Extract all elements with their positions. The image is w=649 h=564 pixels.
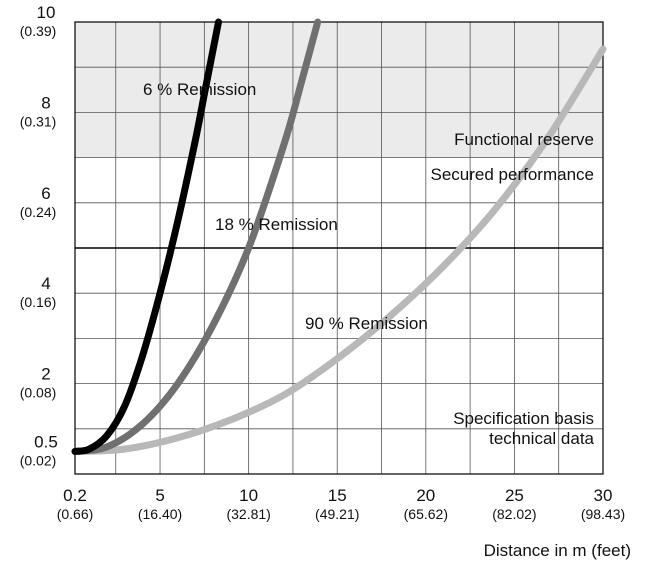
annotation-secured-performance: Secured performance [431, 165, 594, 184]
x-tick-label: 10 [239, 486, 258, 505]
y-tick-label: 2 [41, 365, 50, 384]
x-axis-title: Distance in m (feet) [484, 541, 631, 560]
x-tick-label: 25 [505, 486, 524, 505]
y-tick-sublabel: (0.31) [20, 113, 57, 129]
x-tick-label: 15 [328, 486, 347, 505]
y-tick-sublabel: (0.24) [20, 204, 57, 220]
y-tick-label: 6 [41, 184, 50, 203]
y-tick-label: 0.5 [34, 432, 58, 451]
x-tick-sublabel: (16.40) [138, 506, 182, 522]
x-tick-label: 5 [155, 486, 164, 505]
x-tick-sublabel: (49.21) [315, 506, 359, 522]
x-tick-sublabel: (82.02) [492, 506, 536, 522]
x-tick-label: 20 [416, 486, 435, 505]
y-tick-sublabel: (0.08) [20, 385, 57, 401]
y-tick-label: 8 [41, 93, 50, 112]
x-tick-sublabel: (65.62) [404, 506, 448, 522]
series-label-18: 18 % Remission [215, 215, 338, 234]
plot-frame [74, 21, 604, 475]
annotation-technical-data: technical data [489, 429, 594, 448]
y-tick-label: 10 [37, 3, 56, 22]
x-tick-labels: 0.2(0.66) 5(16.40) 10(32.81) 15(49.21) 20(65… [57, 486, 625, 522]
y-tick-sublabel: (0.16) [20, 294, 57, 310]
x-tick-sublabel: (0.66) [57, 506, 94, 522]
series-line-2 [71, 45, 607, 455]
band-functional-reserve [75, 22, 603, 158]
annotation-functional-reserve: Functional reserve [454, 130, 594, 149]
series-line-0 [71, 18, 222, 455]
y-tick-label: 4 [41, 274, 50, 293]
series-group [71, 18, 607, 455]
x-tick-sublabel: (32.81) [226, 506, 270, 522]
x-tick-label: 30 [594, 486, 613, 505]
series-line-1 [71, 18, 322, 455]
y-tick-sublabel: (0.02) [20, 452, 57, 468]
series-label-90: 90 % Remission [305, 314, 428, 333]
annotation-specification-basis: Specification basis [453, 409, 594, 428]
series-label-6: 6 % Remission [143, 80, 256, 99]
y-tick-labels: 0.5(0.02) 2(0.08) 4(0.16) 6(0.24) 8(0.31) 10(… [20, 3, 58, 468]
y-tick-sublabel: (0.39) [20, 23, 57, 39]
x-tick-sublabel: (98.43) [581, 506, 625, 522]
x-tick-label: 0.2 [63, 486, 87, 505]
